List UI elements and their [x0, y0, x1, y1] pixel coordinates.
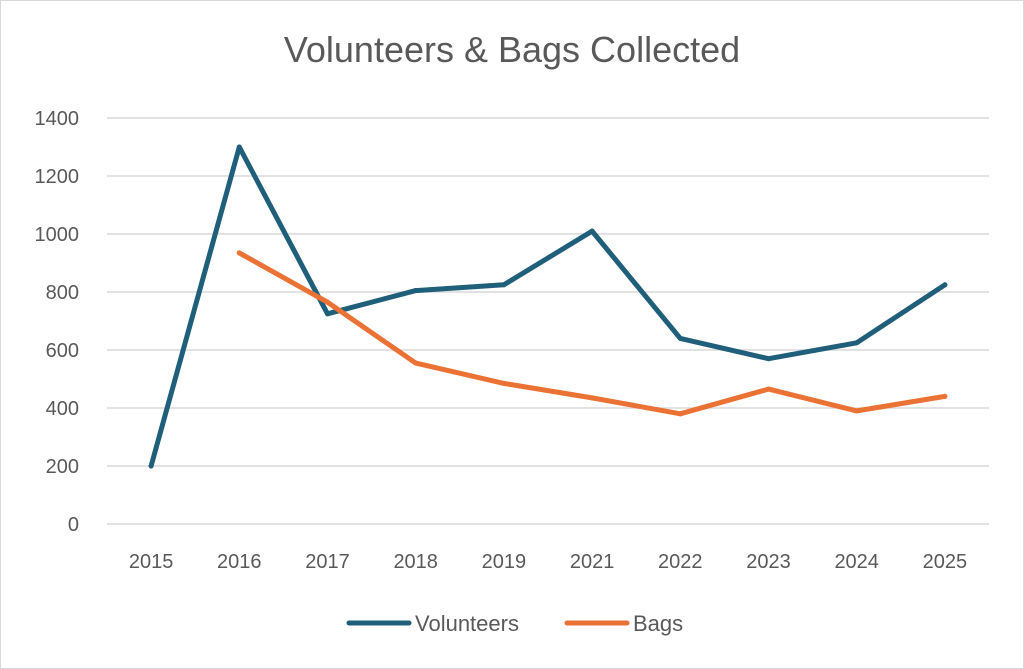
legend-label-bags: Bags	[633, 611, 683, 636]
data-point-volunteers	[148, 463, 154, 469]
y-tick-label: 400	[46, 398, 79, 420]
y-tick-label: 800	[46, 282, 79, 304]
series-line-bags	[236, 250, 948, 417]
data-point-volunteers	[589, 228, 595, 234]
data-point-volunteers	[325, 311, 330, 317]
y-tick-label: 1000	[35, 224, 80, 246]
x-tick-label: 2019	[482, 551, 527, 573]
legend: Volunteers Bags	[346, 611, 683, 636]
gridlines	[107, 117, 989, 525]
x-axis-ticks: 2015 2016 2017 2018 2019 2021 2022 2023 2024 2025	[129, 551, 967, 573]
y-tick-label: 600	[46, 340, 79, 362]
legend-label-volunteers: Volunteers	[415, 611, 519, 636]
y-tick-label: 200	[46, 456, 79, 478]
x-tick-label: 2025	[923, 551, 968, 573]
x-tick-label: 2023	[746, 551, 791, 573]
data-point-volunteers	[854, 340, 860, 346]
chart-title: Volunteers & Bags Collected	[283, 29, 741, 70]
data-point-bags	[854, 408, 860, 414]
x-tick-label: 2018	[393, 551, 438, 573]
data-point-bags	[589, 395, 595, 401]
x-tick-label: 2021	[570, 551, 615, 573]
data-point-bags	[325, 299, 330, 305]
data-point-volunteers	[236, 144, 242, 150]
data-point-volunteers	[501, 282, 507, 288]
data-point-bags	[942, 393, 948, 399]
x-tick-label: 2022	[658, 551, 703, 573]
x-tick-label: 2017	[305, 551, 350, 573]
data-point-volunteers	[942, 282, 948, 288]
y-tick-label: 1400	[35, 108, 80, 130]
y-tick-label: 0	[68, 514, 79, 536]
data-point-volunteers	[766, 356, 771, 362]
data-point-volunteers	[677, 335, 683, 341]
data-point-bags	[501, 380, 507, 386]
series-line-volunteers	[148, 144, 948, 469]
y-tick-label: 1200	[35, 166, 80, 188]
data-point-volunteers	[413, 288, 419, 294]
data-point-bags	[236, 250, 242, 256]
data-point-bags	[413, 360, 419, 366]
y-axis-ticks: 0 200 400 600 800 1000 1200 1400	[35, 108, 80, 536]
x-tick-label: 2015	[129, 551, 174, 573]
series-lines	[148, 144, 948, 469]
data-point-bags	[677, 411, 683, 417]
data-point-bags	[766, 386, 771, 392]
x-tick-label: 2024	[834, 551, 879, 573]
x-tick-label: 2016	[217, 551, 262, 573]
